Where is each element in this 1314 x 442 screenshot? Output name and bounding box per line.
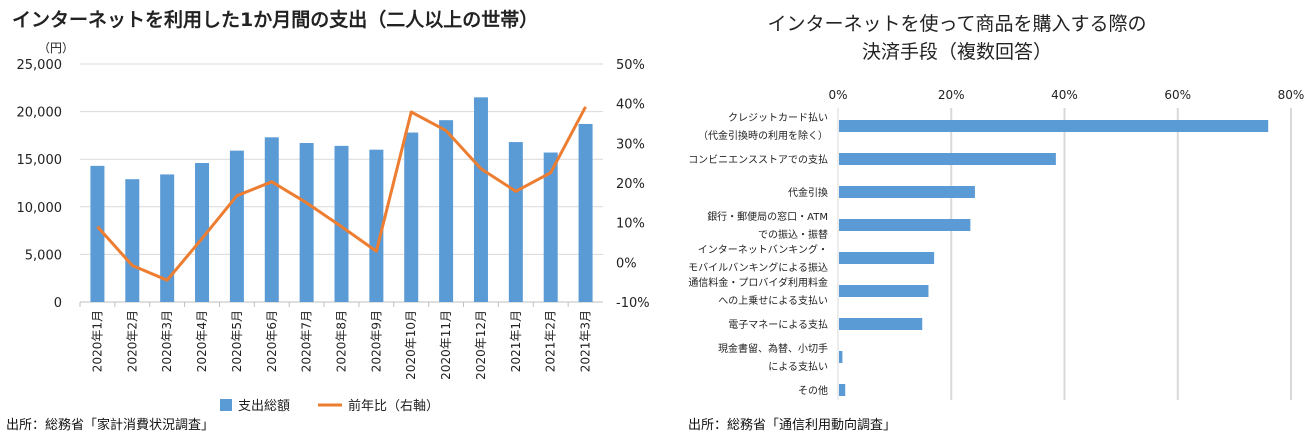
left-x-tick: 2020年8月: [335, 310, 349, 372]
right-bar: [839, 318, 923, 330]
right-category-label: 銀行・郵便局の窓口・ATM: [707, 210, 828, 223]
left-bar: [90, 165, 105, 302]
left-y-tick: 15,000: [17, 153, 63, 168]
left-bar: [160, 174, 175, 302]
left-x-tick: 2020年7月: [300, 310, 314, 372]
left-y2-tick: 0%: [616, 256, 637, 271]
right-x-tick: 0%: [828, 88, 847, 102]
left-y-tick: 0: [54, 296, 62, 311]
left-x-tick: 2020年3月: [160, 310, 174, 372]
left-x-tick: 2020年11月: [439, 310, 453, 380]
left-bar: [264, 137, 279, 302]
right-bar: [839, 285, 929, 297]
left-chart-title: インターネットを利用した1か月間の支出（二人以上の世帯）: [12, 8, 538, 31]
left-x-tick: 2020年12月: [474, 310, 488, 380]
left-x-tick: 2020年2月: [125, 310, 139, 372]
left-x-tick: 2021年2月: [544, 310, 558, 372]
right-x-tick: 60%: [1164, 88, 1191, 102]
left-y-unit: （円）: [38, 41, 74, 55]
right-chart-title-line: 決済手段（複数回答）: [862, 41, 1052, 63]
right-category-label: での振込・振替: [758, 228, 828, 241]
legend-label-bar: 支出総額: [238, 399, 290, 414]
left-bar: [125, 179, 140, 302]
right-category-label: その他: [798, 384, 828, 397]
right-bar: [839, 384, 846, 396]
right-x-tick: 80%: [1278, 88, 1305, 102]
right-bar: [839, 351, 843, 363]
left-y2-tick: 30%: [616, 137, 645, 152]
left-source: 出所：総務省「家計消費状況調査」: [6, 418, 215, 433]
right-source: 出所：総務省「通信利用動向調査」: [688, 418, 897, 433]
right-category-label: インターネットバンキング・: [698, 243, 828, 256]
right-category-label: コンビニエンスストアでの支払: [688, 153, 828, 166]
left-y-tick: 5,000: [25, 248, 62, 263]
left-bar: [578, 123, 593, 302]
left-y2-tick: 40%: [616, 98, 645, 113]
right-bar: [839, 153, 1056, 165]
left-x-tick: 2021年3月: [579, 310, 593, 372]
left-bar: [473, 97, 488, 302]
left-x-tick: 2020年10月: [404, 310, 418, 380]
right-category-label: 代金引換: [788, 186, 828, 199]
right-bar: [839, 186, 975, 198]
left-bar: [195, 163, 210, 302]
right-category-label: による支払い: [768, 360, 828, 373]
right-bar: [839, 120, 1269, 132]
left-y-tick: 20,000: [17, 106, 63, 121]
right-category-label: 現金書留、為替、小切手: [718, 342, 828, 355]
left-x-tick: 2020年9月: [369, 310, 383, 372]
right-bar: [839, 252, 935, 264]
right-category-label: への上乗せによる支払い: [718, 294, 828, 307]
left-x-tick: 2020年4月: [195, 310, 209, 372]
right-chart-title-line: インターネットを使って商品を購入する際の: [767, 13, 1146, 35]
left-y2-tick: 50%: [616, 58, 645, 73]
legend-label-line: 前年比（右軸）: [348, 398, 439, 414]
left-x-tick: 2020年1月: [90, 310, 104, 372]
right-bar: [839, 219, 971, 231]
left-y-tick: 10,000: [17, 201, 63, 216]
left-y2-tick: -10%: [616, 296, 650, 311]
left-bar: [404, 132, 419, 302]
left-x-tick: 2020年6月: [265, 310, 279, 372]
legend-swatch-bar: [220, 399, 232, 411]
left-y-tick: 25,000: [17, 58, 63, 73]
right-x-tick: 40%: [1051, 88, 1078, 102]
left-bar: [439, 120, 454, 302]
right-x-tick: 20%: [938, 88, 965, 102]
left-x-tick: 2021年1月: [509, 310, 523, 372]
left-bar: [508, 142, 523, 302]
right-category-label: 電子マネーによる支払: [728, 318, 828, 331]
left-y2-tick: 10%: [616, 217, 645, 232]
right-category-label: 通信料金・プロバイダ利用料金: [688, 276, 828, 289]
right-category-label: クレジットカード払い: [728, 111, 828, 124]
left-bar: [334, 145, 349, 302]
left-bar: [229, 150, 244, 302]
left-bar: [543, 152, 558, 302]
left-y2-tick: 20%: [616, 177, 645, 192]
right-category-label: （代金引換時の利用を除く）: [698, 129, 828, 142]
left-bar: [369, 149, 384, 302]
right-category-label: モバイルバンキングによる振込: [688, 261, 828, 274]
left-x-tick: 2020年5月: [230, 310, 244, 372]
left-bar: [299, 143, 314, 302]
